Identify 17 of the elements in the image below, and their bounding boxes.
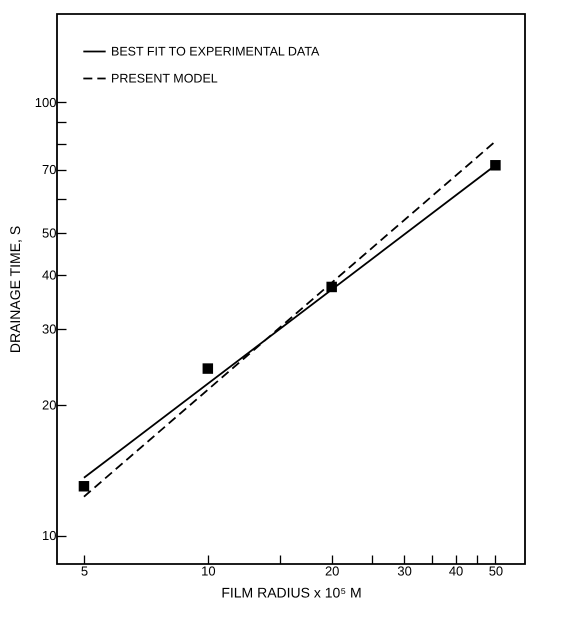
- y-tick-label: 20: [42, 398, 56, 413]
- y-axis-title: DRAINAGE TIME, S: [6, 226, 23, 354]
- y-tick-label: 10: [42, 528, 56, 544]
- x-tick-label: 10: [201, 564, 216, 578]
- legend-label: BEST FIT TO EXPERIMENTAL DATA: [111, 44, 320, 58]
- y-tick-label: 40: [42, 267, 56, 282]
- y-tick-label: 100: [34, 94, 56, 110]
- x-tick-label: 20: [324, 564, 340, 578]
- y-tick-label: 50: [42, 225, 56, 240]
- x-tick-label: 50: [488, 564, 504, 578]
- y-tick-label: 30: [42, 321, 56, 336]
- x-axis-title: FILM RADIUS x 10⁵ M: [221, 584, 362, 600]
- x-tick-label: 40: [448, 564, 464, 578]
- y-tick-label: 70: [42, 162, 56, 178]
- x-tick-label: 5: [80, 564, 88, 578]
- legend-label: PRESENT MODEL: [111, 72, 218, 86]
- x-tick-label: 30: [397, 564, 412, 578]
